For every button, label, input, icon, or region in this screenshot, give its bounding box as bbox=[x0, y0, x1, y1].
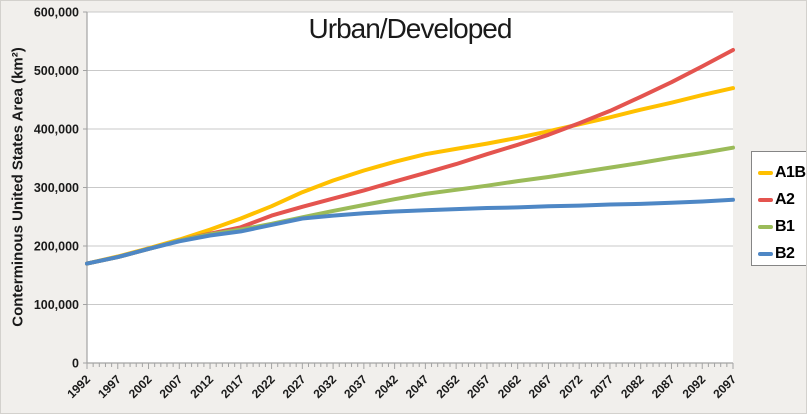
legend-label-A1B: A1B bbox=[775, 163, 806, 181]
x-tick-label: 1992 bbox=[64, 372, 93, 401]
x-tick-label: 2062 bbox=[495, 372, 524, 401]
x-tick-label: 2017 bbox=[218, 372, 247, 401]
x-tick-label: 2052 bbox=[433, 372, 462, 401]
y-tick-label: 300,000 bbox=[34, 181, 79, 195]
series-line-B2 bbox=[85, 197, 735, 266]
x-tick-label: 2007 bbox=[157, 372, 186, 401]
y-axis-labels: 0 100,000 200,000 300,000 400,000 500,000 600,… bbox=[34, 6, 79, 371]
x-axis-ticks bbox=[86, 363, 734, 369]
x-tick-label: 2087 bbox=[649, 372, 678, 401]
x-tick-label: 2022 bbox=[249, 372, 278, 401]
legend-swatch-B1 bbox=[758, 224, 773, 229]
legend-swatch-B2 bbox=[758, 251, 773, 256]
legend-label-B2: B2 bbox=[775, 244, 795, 262]
legend-swatch-A2 bbox=[758, 197, 773, 202]
legend-item-A1B: A1B bbox=[758, 159, 806, 186]
y-tick-label: 400,000 bbox=[34, 123, 79, 137]
x-tick-label: 2097 bbox=[710, 372, 739, 401]
x-tick-label: 2047 bbox=[403, 372, 432, 401]
x-tick-label: 2082 bbox=[618, 372, 647, 401]
x-tick-label: 2042 bbox=[372, 372, 401, 401]
x-tick-label: 2012 bbox=[187, 372, 216, 401]
x-tick-label: 2032 bbox=[310, 372, 339, 401]
legend-swatch-A1B bbox=[758, 170, 773, 175]
legend-label-A2: A2 bbox=[775, 190, 795, 208]
x-tick-label: 2067 bbox=[526, 372, 555, 401]
x-tick-label: 2002 bbox=[126, 372, 155, 401]
y-tick-label: 200,000 bbox=[34, 240, 79, 254]
x-tick-label: 2072 bbox=[557, 372, 586, 401]
y-tick-label: 500,000 bbox=[34, 64, 79, 78]
legend-item-A2: A2 bbox=[758, 186, 806, 213]
x-axis-labels: 1992 1997 2002 2007 2012 2017 2022 2027 2032 2037… bbox=[64, 372, 739, 401]
legend-item-B1: B1 bbox=[758, 213, 806, 240]
y-tick-label: 600,000 bbox=[34, 6, 79, 20]
x-tick-label: 2027 bbox=[280, 372, 309, 401]
gridlines bbox=[83, 11, 733, 364]
x-tick-label: 2077 bbox=[587, 372, 616, 401]
y-tick-label: 0 bbox=[72, 357, 79, 371]
x-tick-label: 2037 bbox=[341, 372, 370, 401]
x-tick-label: 1997 bbox=[95, 372, 124, 401]
chart-title: Urban/Developed bbox=[308, 13, 513, 44]
series-line-A1B bbox=[85, 86, 735, 266]
x-tick-label: 2092 bbox=[680, 372, 709, 401]
legend-label-B1: B1 bbox=[775, 217, 795, 235]
y-axis-title: Conterminous United States Area (km²) bbox=[9, 47, 27, 327]
y-tick-label: 100,000 bbox=[34, 298, 79, 312]
legend: A1B A2 B1 B2 bbox=[751, 151, 806, 267]
legend-item-B2: B2 bbox=[758, 240, 806, 267]
x-tick-label: 2057 bbox=[464, 372, 493, 401]
